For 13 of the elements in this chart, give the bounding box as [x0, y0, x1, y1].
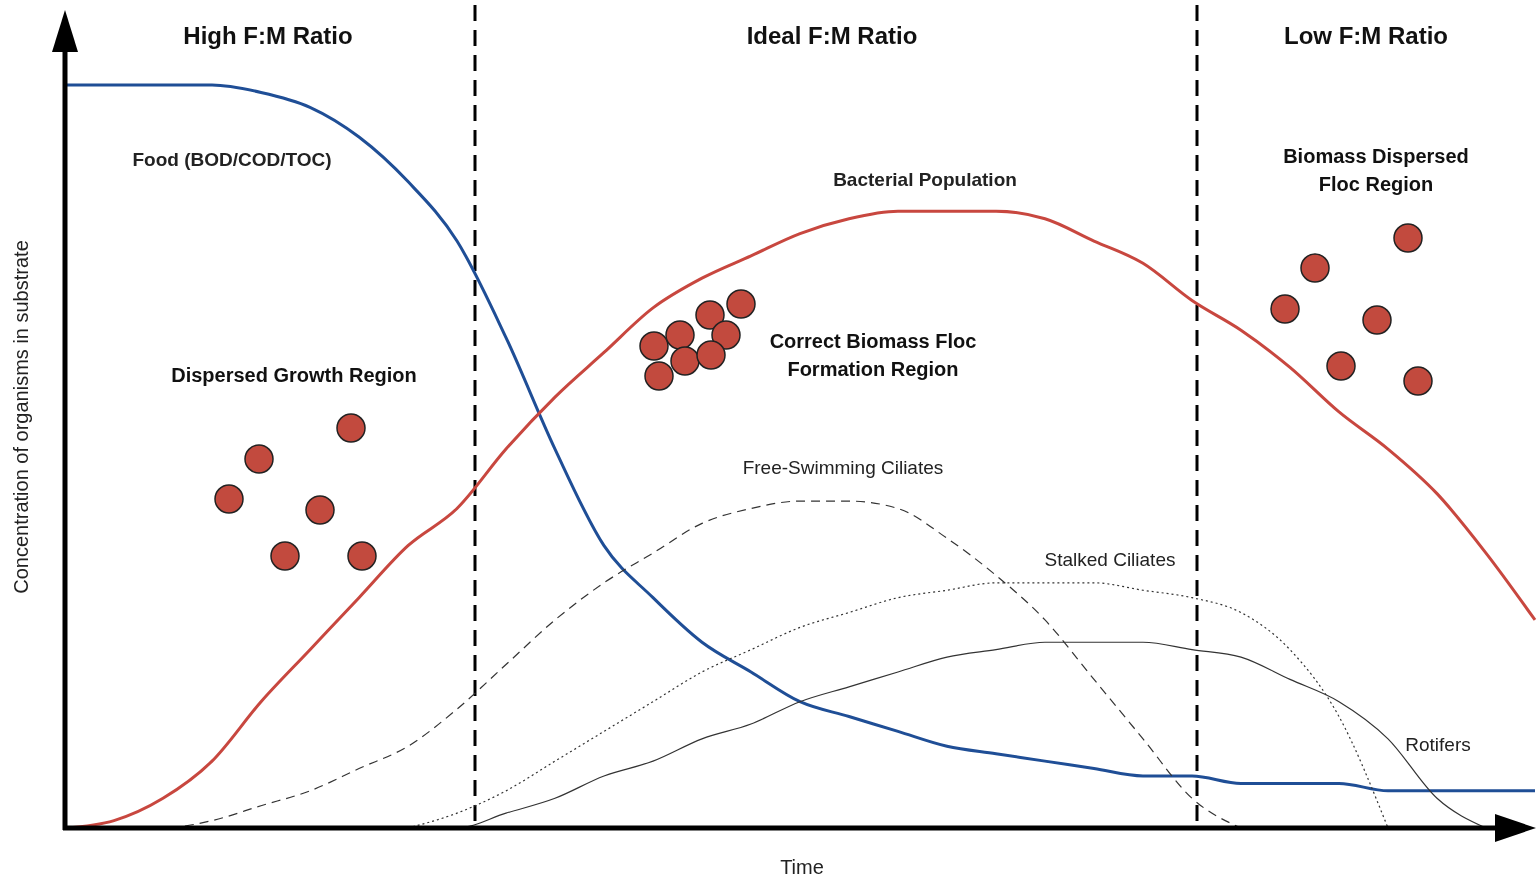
y-axis-title: Concentration of organisms in substrate [10, 240, 32, 594]
series-label: Rotifers [1405, 734, 1471, 755]
text: Low F:M Ratio [1284, 22, 1448, 49]
annotation: Dispersed Growth Region [171, 364, 417, 386]
series-label: Bacterial Population [833, 169, 1017, 190]
annotation: Biomass Dispersed Floc Region [1283, 145, 1469, 195]
text: High F:M Ratio [183, 22, 353, 49]
annotation: Correct Biomass Floc Formation Region [769, 330, 977, 380]
series-label: Food (BOD/COD/TOC) [132, 149, 332, 170]
series-label: Free-Swimming Ciliates [742, 457, 944, 478]
text: Ideal F:M Ratio [746, 22, 918, 49]
series-label: Stalked Ciliates [1044, 549, 1176, 570]
x-axis-title: Time [780, 856, 824, 878]
